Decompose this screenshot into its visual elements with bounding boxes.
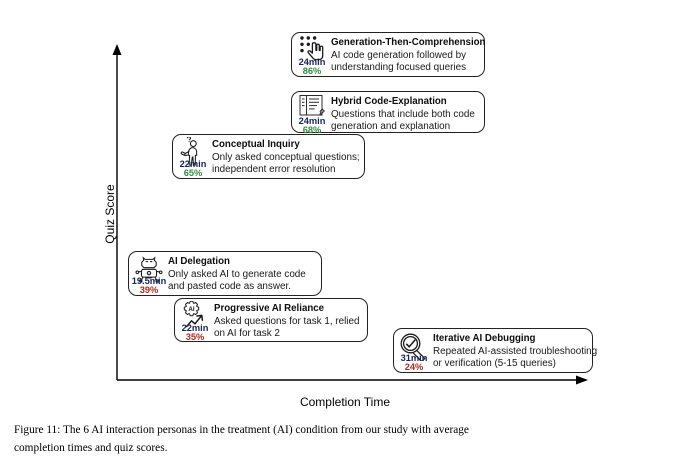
svg-text:AI: AI xyxy=(188,306,195,313)
